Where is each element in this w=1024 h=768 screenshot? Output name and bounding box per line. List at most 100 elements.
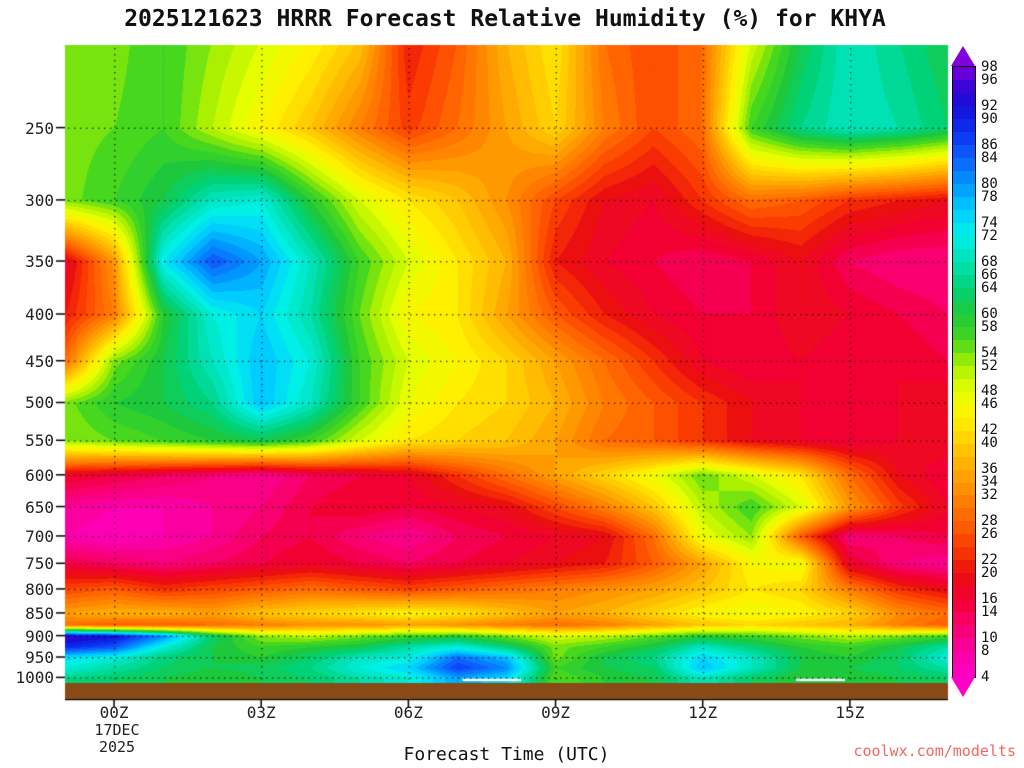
colorbar-cell xyxy=(953,300,975,314)
x-tick-label: 06Z xyxy=(393,703,423,722)
colorbar-cell xyxy=(953,235,975,249)
colorbar-tick-labels: 98 96 92 90 86 84 80 78 74 72 68 66 64 60 58 54 52 48 46 42… xyxy=(981,0,1021,768)
watermark: coolwx.com/modelts xyxy=(853,742,1016,760)
colorbar-tick-label: 80 xyxy=(981,175,998,192)
colorbar-tick-label: 72 xyxy=(981,227,998,244)
colorbar-cell xyxy=(953,170,975,184)
colorbar-cell xyxy=(953,261,975,275)
y-tick-label: 500 xyxy=(25,393,54,413)
colorbar-cell xyxy=(953,352,975,366)
colorbar-tick-label: 96 xyxy=(981,71,998,88)
x-axis-date-line1: 17DEC xyxy=(94,721,140,739)
colorbar-tick-label: 42 xyxy=(981,422,998,439)
colorbar-cell xyxy=(953,391,975,405)
colorbar-arrow-up-icon xyxy=(951,46,975,66)
colorbar-tick-label: 20 xyxy=(981,565,998,582)
colorbar-cell xyxy=(953,378,975,392)
colorbar-tick-label: 16 xyxy=(981,591,998,608)
x-axis-date-line2: 2025 xyxy=(98,738,136,756)
y-tick-label: 400 xyxy=(25,304,54,324)
colorbar-cell xyxy=(953,144,975,158)
colorbar-cell xyxy=(953,339,975,353)
colorbar-cell xyxy=(953,196,975,210)
y-tick-label: 450 xyxy=(25,351,54,371)
y-tick-label: 700 xyxy=(25,526,54,546)
colorbar-tick-label: 84 xyxy=(981,149,998,166)
y-tick-label: 900 xyxy=(25,626,54,646)
y-tick-label: 750 xyxy=(25,554,54,574)
colorbar-cell xyxy=(953,222,975,236)
colorbar-cell xyxy=(953,573,975,587)
colorbar-cell xyxy=(953,105,975,119)
x-tick-label: 15Z xyxy=(835,703,865,722)
colorbar-cell xyxy=(953,456,975,470)
colorbar-tick-label: 4 xyxy=(981,669,990,685)
colorbar-tick-label: 66 xyxy=(981,266,998,283)
x-axis-title: Forecast Time (UTC) xyxy=(403,744,610,765)
x-tick-label: 00Z xyxy=(99,703,129,722)
y-tick-label: 550 xyxy=(25,431,54,451)
colorbar-cell xyxy=(953,625,975,639)
y-tick-label: 300 xyxy=(25,190,54,210)
colorbar-tick-label: 26 xyxy=(981,526,998,543)
colorbar-tick-label: 22 xyxy=(981,552,998,569)
colorbar-cell xyxy=(953,326,975,340)
x-tick-label: 12Z xyxy=(688,703,718,722)
colorbar-cell xyxy=(953,183,975,197)
colorbar-cell xyxy=(953,79,975,93)
colorbar-tick-label: 86 xyxy=(981,136,998,153)
colorbar-tick-label: 58 xyxy=(981,318,998,335)
colorbar-tick-label: 48 xyxy=(981,383,998,400)
y-tick-label: 1000 xyxy=(15,668,54,688)
colorbar-cell xyxy=(953,118,975,132)
colorbar-cell xyxy=(953,664,975,678)
y-tick-label: 800 xyxy=(25,579,54,599)
colorbar-cell xyxy=(953,248,975,262)
y-axis-tick-labels: 250 300 350 400 450 500 550 600 650 700 750 800 850 9… xyxy=(0,0,54,768)
colorbar-tick-label: 64 xyxy=(981,279,998,296)
colorbar-tick-label: 14 xyxy=(981,604,998,621)
colorbar-tick-label: 32 xyxy=(981,487,998,504)
colorbar-arrow-down-icon xyxy=(951,677,975,697)
colorbar-tick-label: 78 xyxy=(981,188,998,205)
colorbar-tick-label: 98 xyxy=(981,59,998,75)
colorbar-tick-label: 34 xyxy=(981,474,998,491)
x-axis-tick-labels: 00Z 03Z 06Z 09Z 12Z 15Z xyxy=(0,703,1024,723)
colorbar-cell xyxy=(953,417,975,431)
colorbar-tick-label: 92 xyxy=(981,97,998,114)
colorbar-tick-label: 60 xyxy=(981,305,998,322)
colorbar-tick-label: 46 xyxy=(981,396,998,413)
colorbar-tick-label: 68 xyxy=(981,253,998,270)
colorbar-cell xyxy=(953,547,975,561)
colorbar-tick-label: 40 xyxy=(981,435,998,452)
colorbar-cell xyxy=(953,313,975,327)
colorbar-cell xyxy=(953,287,975,301)
colorbar-tick-label: 8 xyxy=(981,643,990,660)
colorbar-cell xyxy=(953,495,975,509)
x-tick-label: 09Z xyxy=(541,703,570,722)
colorbar-cell xyxy=(953,365,975,379)
y-tick-label: 950 xyxy=(25,648,54,668)
colorbar-cell xyxy=(953,430,975,444)
colorbar-cell xyxy=(953,508,975,522)
colorbar-cell xyxy=(953,638,975,652)
colorbar-tick-label: 54 xyxy=(981,344,998,361)
colorbar-cell xyxy=(953,92,975,106)
colorbar-tick-label: 90 xyxy=(981,110,998,127)
y-tick-label: 600 xyxy=(25,465,54,485)
colorbar-cell xyxy=(953,131,975,145)
colorbar-cell xyxy=(953,274,975,288)
colorbar-cell xyxy=(953,443,975,457)
y-tick-label: 350 xyxy=(25,252,54,272)
colorbar-cell xyxy=(953,209,975,223)
colorbar-cell xyxy=(953,521,975,535)
x-tick-label: 03Z xyxy=(246,703,276,722)
colorbar xyxy=(952,66,976,678)
colorbar-tick-label: 36 xyxy=(981,461,998,478)
colorbar-cell xyxy=(953,599,975,613)
colorbar-cell xyxy=(953,469,975,483)
y-tick-label: 850 xyxy=(25,603,54,623)
colorbar-cell xyxy=(953,157,975,171)
